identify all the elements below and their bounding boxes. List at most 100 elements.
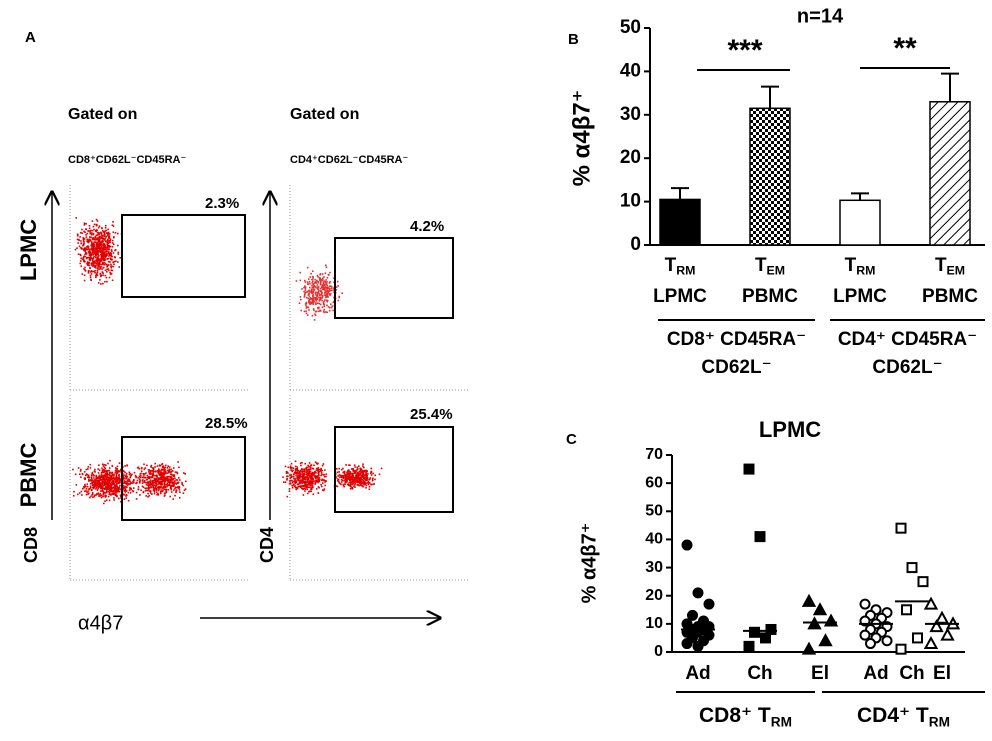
event-dot: [301, 470, 303, 473]
event-dot: [104, 496, 107, 498]
event-dot: [78, 245, 81, 248]
event-dot: [86, 485, 89, 488]
event-dot: [95, 253, 98, 255]
event-dot: [154, 485, 157, 487]
event-dot: [151, 474, 154, 477]
bar: [929, 101, 971, 246]
event-dot: [159, 465, 161, 467]
event-dot: [366, 477, 369, 479]
event-dot: [365, 473, 367, 475]
event-dot: [107, 242, 110, 245]
event-dot: [103, 483, 105, 485]
event-dot: [109, 476, 111, 479]
event-dot: [324, 288, 326, 291]
event-dot: [298, 476, 300, 478]
event-dot: [147, 484, 149, 486]
event-dot: [309, 468, 311, 470]
event-dot: [101, 467, 103, 470]
event-dot: [311, 292, 314, 295]
event-dot: [304, 478, 307, 481]
event-dot: [151, 476, 153, 478]
event-dot: [321, 286, 323, 288]
event-dot: [133, 478, 135, 481]
event-dot: [320, 281, 322, 284]
event-dot: [99, 263, 102, 265]
event-dot: [119, 500, 122, 503]
event-dot: [104, 248, 106, 251]
event-dot: [124, 491, 127, 493]
event-dot: [113, 490, 115, 492]
event-dot: [183, 489, 186, 491]
event-dot: [138, 475, 141, 478]
event-dot: [128, 487, 131, 489]
event-dot: [80, 468, 82, 471]
event-dot: [330, 303, 332, 305]
event-dot: [105, 255, 107, 258]
event-dot: [162, 469, 165, 471]
event-dot: [125, 476, 128, 479]
event-dot: [85, 490, 87, 492]
event-dot: [96, 476, 99, 479]
event-dot: [313, 319, 316, 321]
event-dot: [95, 250, 97, 253]
event-dot: [321, 294, 324, 297]
event-dot: [114, 249, 116, 252]
event-dot: [337, 479, 340, 481]
event-dot: [170, 491, 173, 493]
event-dot: [130, 482, 133, 484]
event-dot: [96, 479, 98, 482]
event-dot: [107, 491, 110, 493]
event-dot: [151, 480, 154, 483]
event-dot: [322, 474, 325, 476]
event-dot: [101, 495, 104, 498]
event-dot: [79, 473, 81, 475]
event-dot: [184, 488, 187, 490]
event-dot: [104, 230, 106, 232]
event-dot: [127, 491, 130, 494]
event-dot: [339, 482, 341, 485]
event-dot: [296, 477, 299, 480]
event-dot: [102, 238, 104, 240]
event-dot: [350, 486, 353, 488]
event-dot: [346, 478, 348, 481]
gate-percent: 4.2%: [410, 218, 444, 235]
event-dot: [316, 479, 318, 481]
event-dot: [367, 481, 370, 484]
event-dot: [355, 470, 358, 472]
event-dot: [338, 296, 341, 299]
event-dot: [317, 478, 320, 481]
event-dot: [97, 492, 100, 494]
event-dot: [348, 464, 350, 466]
event-dot: [148, 486, 151, 489]
event-dot: [106, 478, 109, 481]
event-dot: [325, 292, 328, 295]
event-dot: [317, 470, 319, 472]
event-dot: [147, 481, 149, 483]
event-dot: [333, 277, 335, 279]
event-dot: [340, 468, 343, 471]
event-dot: [124, 488, 127, 491]
event-dot: [165, 490, 167, 492]
event-dot: [84, 474, 87, 477]
event-dot: [85, 246, 88, 248]
event-dot: [156, 476, 159, 479]
event-dot: [305, 485, 307, 488]
event-dot: [363, 476, 365, 478]
event-dot: [309, 286, 311, 289]
event-dot: [314, 481, 317, 483]
event-dot: [95, 479, 97, 481]
event-dot: [93, 228, 95, 231]
event-dot: [305, 466, 308, 469]
bar: [659, 198, 701, 246]
event-dot: [96, 237, 98, 240]
event-dot: [172, 470, 174, 472]
event-dot: [111, 490, 113, 492]
event-dot: [332, 289, 335, 291]
point: [801, 641, 817, 655]
event-dot: [94, 237, 96, 240]
event-dot: [318, 471, 321, 473]
event-dot: [311, 471, 314, 474]
event-dot: [355, 478, 357, 481]
event-dot: [311, 483, 314, 485]
event-dot: [356, 484, 358, 486]
